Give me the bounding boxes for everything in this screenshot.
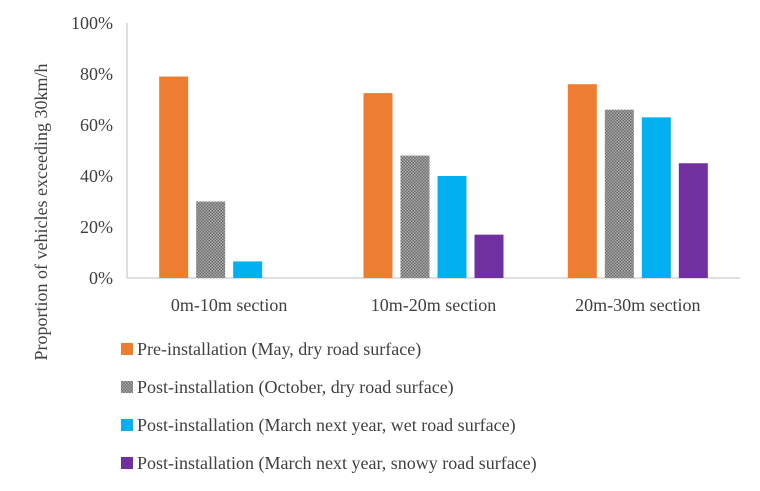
bar <box>437 176 467 278</box>
legend-label: Post-installation (March next year, snow… <box>137 453 537 474</box>
bar <box>233 261 263 278</box>
legend-label: Post-installation (October, dry road sur… <box>137 377 454 398</box>
bar <box>567 84 597 278</box>
y-tick-label: 40% <box>80 166 113 186</box>
bar <box>363 93 393 278</box>
legend: Pre-installation (May, dry road surface)… <box>121 339 537 474</box>
x-tick-labels: 0m-10m section 10m-20m section 20m-30m sec… <box>171 295 701 315</box>
legend-label: Post-installation (March next year, wet … <box>137 415 516 436</box>
legend-label: Pre-installation (May, dry road surface) <box>137 339 421 360</box>
bar <box>474 234 504 278</box>
x-tick-label: 20m-30m section <box>575 295 700 315</box>
legend-swatch <box>121 381 133 393</box>
bar <box>641 117 671 278</box>
y-tick-label: 20% <box>80 217 113 237</box>
y-tick-labels: 0% 20% 40% 60% 80% 100% <box>71 13 113 288</box>
y-tick-label: 60% <box>80 115 113 135</box>
legend-swatch <box>121 457 133 469</box>
x-tick-label: 10m-20m section <box>371 295 496 315</box>
bar <box>196 201 226 278</box>
legend-swatch <box>121 419 133 431</box>
bar <box>604 109 634 278</box>
bar <box>678 163 708 278</box>
y-tick-label: 100% <box>71 13 113 33</box>
bar <box>400 155 430 278</box>
bar <box>159 76 189 278</box>
y-tick-label: 0% <box>89 268 113 288</box>
y-tick-label: 80% <box>80 64 113 84</box>
axes: Proportion of vehicles exceeding 30km/h <box>31 23 740 360</box>
y-axis-label: Proportion of vehicles exceeding 30km/h <box>31 64 51 361</box>
bars <box>159 76 708 278</box>
x-tick-label: 0m-10m section <box>171 295 287 315</box>
legend-swatch <box>121 343 133 355</box>
